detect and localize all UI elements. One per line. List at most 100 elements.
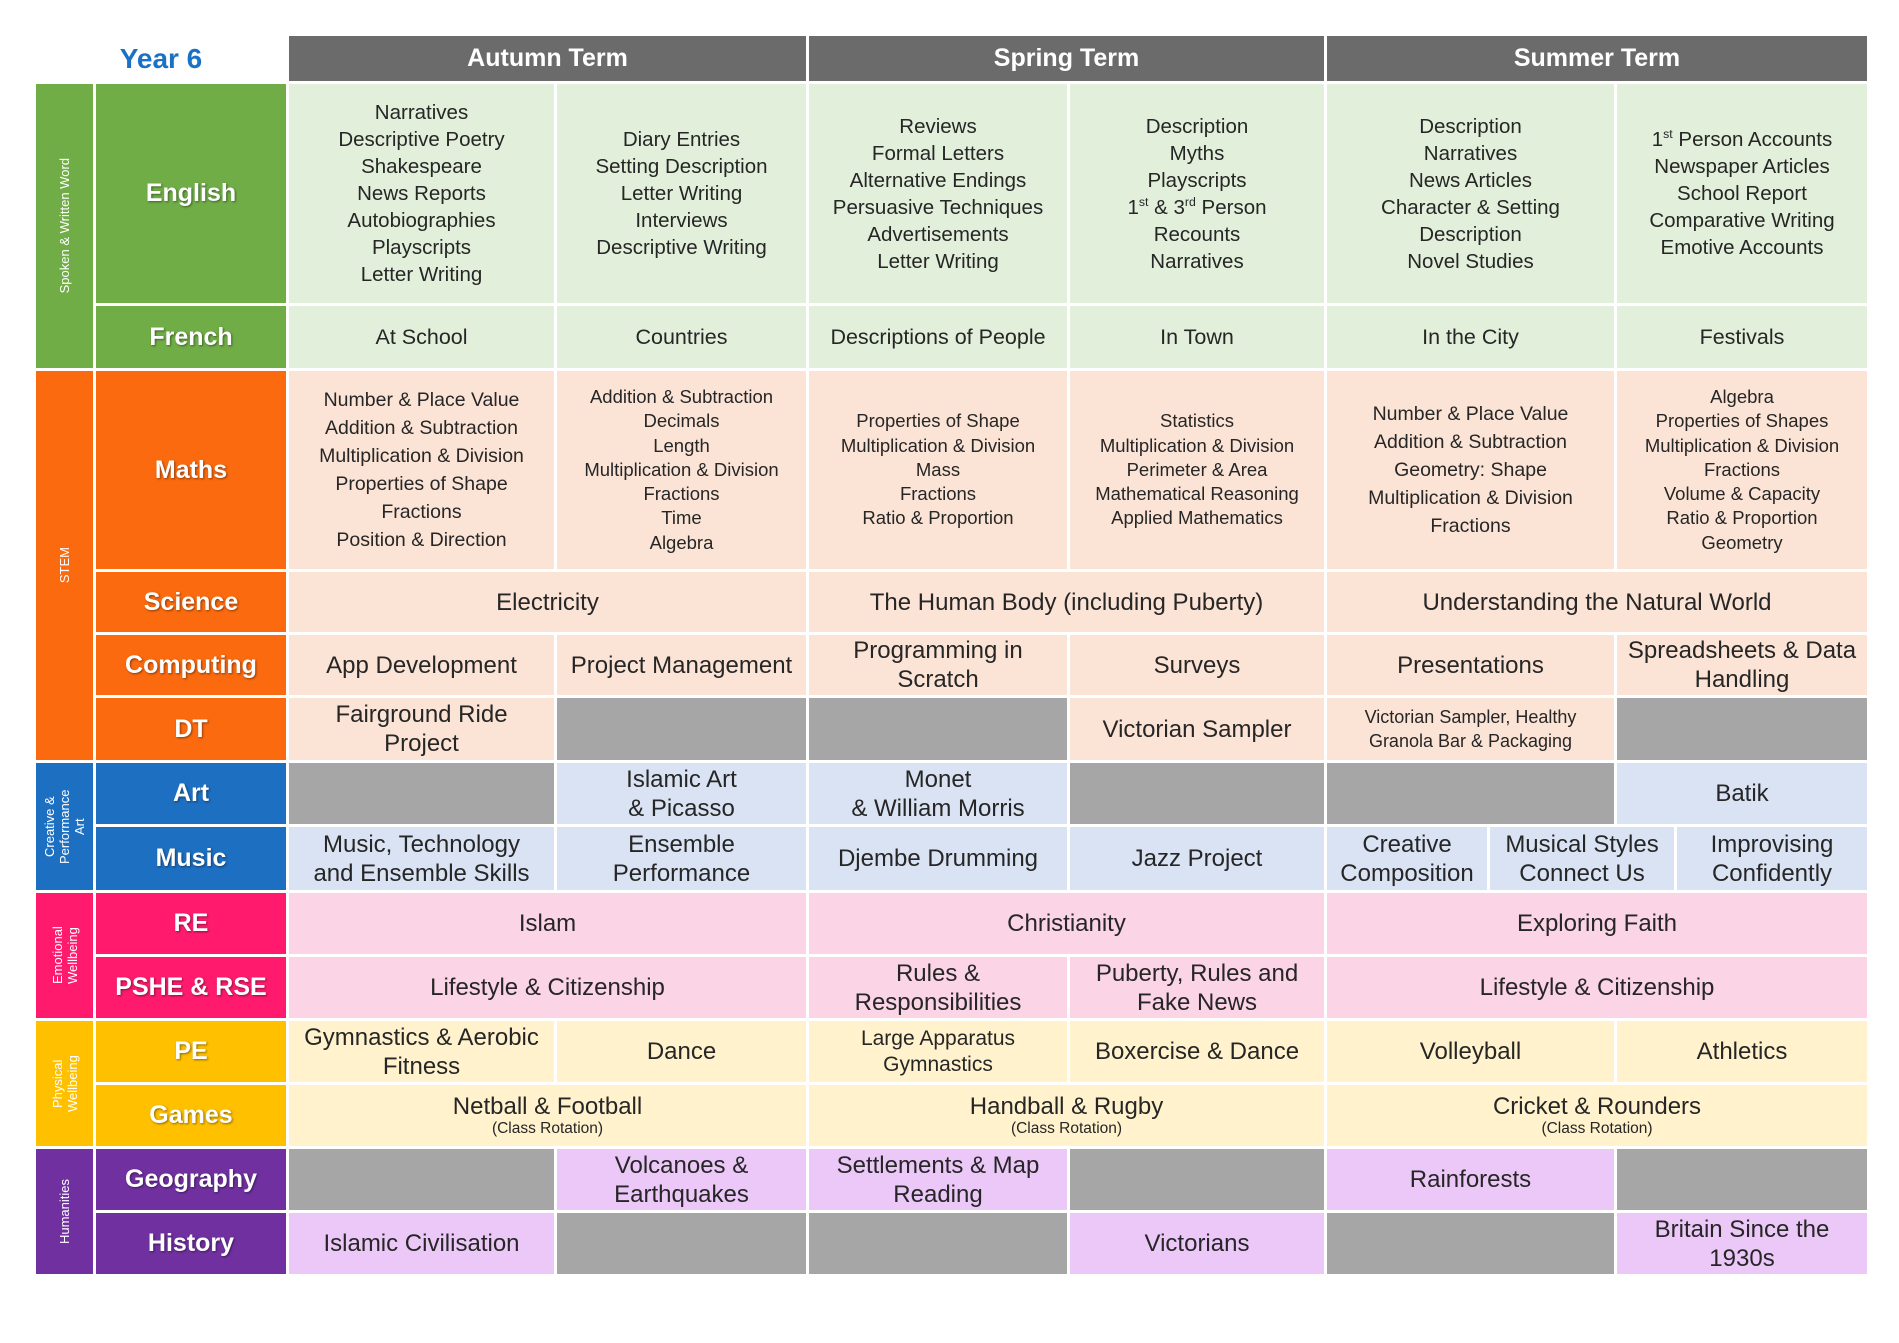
- topic-line: Fairground Ride: [335, 701, 508, 728]
- topic-line: News Reports: [357, 182, 486, 205]
- history-autumn-1: Islamic Civilisation: [289, 1213, 554, 1274]
- computing-summer-2: Spreadsheets & Data Handling: [1617, 635, 1867, 695]
- category-emotional-wellbeing: Emotional Wellbeing: [36, 893, 93, 1018]
- empty-cell: [1070, 1149, 1324, 1210]
- games-activity: Handball & Rugby: [969, 1093, 1164, 1120]
- topic-line: Spreadsheets & Data: [1627, 637, 1857, 664]
- pe-autumn-1: Gymnastics & Aerobic Fitness: [289, 1021, 554, 1082]
- topic-line: News Articles: [1408, 168, 1533, 192]
- topic-line: Puberty, Rules and: [1095, 959, 1299, 987]
- topic-text: Person: [1195, 195, 1267, 219]
- pe-spring-1: Large Apparatus Gymnastics: [809, 1021, 1067, 1082]
- topic-line: & Picasso: [628, 794, 735, 822]
- topic-line: Time: [661, 507, 702, 529]
- topic-line: Improvising: [1710, 830, 1834, 858]
- topic-line: Decimals: [643, 410, 720, 432]
- subject-geography: Geography: [96, 1149, 286, 1210]
- topic-line: Creative: [1362, 830, 1452, 858]
- topic-line: Perimeter & Area: [1126, 458, 1268, 480]
- empty-cell: [809, 698, 1067, 760]
- maths-summer-2: Algebra Properties of Shapes Multiplicatio…: [1617, 371, 1867, 569]
- topic-line: Ratio & Proportion: [1666, 507, 1818, 529]
- topic-line: Addition & Subtraction: [325, 417, 518, 439]
- pe-summer-2: Athletics: [1617, 1021, 1867, 1082]
- topic-line: Properties of Shape: [856, 410, 1020, 432]
- science-autumn: Electricity: [289, 572, 806, 632]
- music-summer-c: Improvising Confidently: [1677, 827, 1867, 890]
- topic-line: Granola Bar & Packaging: [1368, 731, 1573, 751]
- english-autumn-2: Diary Entries Setting Description Letter W…: [557, 84, 806, 303]
- category-spoken-written-word: Spoken & Written Word: [36, 84, 93, 368]
- pshe-autumn: Lifestyle & Citizenship: [289, 957, 806, 1018]
- topic-line: Settlements & Map: [836, 1151, 1040, 1179]
- topic-line: Newspaper Articles: [1654, 155, 1830, 178]
- topic-line: Fractions: [1430, 515, 1511, 537]
- topic-line: Ratio & Proportion: [862, 507, 1014, 529]
- dt-spring-2: Victorian Sampler: [1070, 698, 1324, 760]
- empty-cell: [557, 1213, 806, 1274]
- science-summer: Understanding the Natural World: [1327, 572, 1867, 632]
- topic-line: Multiplication & Division: [584, 458, 779, 480]
- topic-line: Position & Direction: [336, 529, 507, 551]
- history-spring-2: Victorians: [1070, 1213, 1324, 1274]
- topic-line: Programming in: [853, 637, 1023, 664]
- topic-line: Scratch: [897, 666, 979, 693]
- geography-autumn-2: Volcanoes & Earthquakes: [557, 1149, 806, 1210]
- topic-line: Formal Letters: [871, 141, 1005, 165]
- topic-line: Earthquakes: [614, 1180, 749, 1208]
- french-autumn-2: Countries: [557, 306, 806, 368]
- games-note: (Class Rotation): [1541, 1120, 1653, 1137]
- games-note: (Class Rotation): [491, 1120, 604, 1137]
- computing-spring-1: Programming in Scratch: [809, 635, 1067, 695]
- topic-line: Multiplication & Division: [840, 434, 1036, 456]
- maths-spring-1: Properties of Shape Multiplication & Divi…: [809, 371, 1067, 569]
- maths-summer-1: Number & Place Value Addition & Subtracti…: [1327, 371, 1614, 569]
- topic-line: Fractions: [1703, 458, 1781, 480]
- music-autumn-2: Ensemble Performance: [557, 827, 806, 890]
- topic-line: Responsibilities: [854, 988, 1022, 1016]
- ordinal-suffix: rd: [1184, 194, 1196, 209]
- topic-line: 1st Person Accounts: [1652, 126, 1833, 153]
- term-header-autumn: Autumn Term: [289, 36, 806, 81]
- subject-art: Art: [96, 763, 286, 824]
- topic-line: Setting Description: [595, 155, 768, 178]
- topic-line: Comparative Writing: [1649, 209, 1835, 232]
- subject-english: English: [96, 84, 286, 303]
- maths-autumn-2: Addition & Subtraction Decimals Length Mult…: [557, 371, 806, 569]
- subject-pe: PE: [96, 1021, 286, 1082]
- topic-line: Algebra: [649, 531, 714, 553]
- empty-cell: [1617, 698, 1867, 760]
- subject-french: French: [96, 306, 286, 368]
- french-spring-2: In Town: [1070, 306, 1324, 368]
- topic-line: Advertisements: [867, 222, 1009, 246]
- pshe-spring-1: Rules & Responsibilities: [809, 957, 1067, 1018]
- french-autumn-1: At School: [289, 306, 554, 368]
- topic-line: Length: [653, 434, 710, 456]
- geography-spring-1: Settlements & Map Reading: [809, 1149, 1067, 1210]
- topic-line: Multiplication & Division: [1099, 434, 1295, 456]
- category-stem: STEM: [36, 371, 93, 760]
- topic-line: Volcanoes &: [614, 1151, 749, 1179]
- topic-line: Alternative Endings: [849, 168, 1027, 192]
- history-summer-2: Britain Since the 1930s: [1617, 1213, 1867, 1274]
- topic-line: Description: [1419, 114, 1522, 138]
- re-summer: Exploring Faith: [1327, 893, 1867, 954]
- topic-line: 1930s: [1709, 1244, 1775, 1272]
- page-title: Year 6: [119, 42, 203, 74]
- music-summer-b: Musical Styles Connect Us: [1490, 827, 1674, 890]
- topic-line: Character & Setting: [1381, 195, 1560, 219]
- topic-line: Connect Us: [1519, 859, 1645, 887]
- topic-text: 1: [1127, 195, 1139, 219]
- music-spring-2: Jazz Project: [1070, 827, 1324, 890]
- english-spring-1: Reviews Formal Letters Alternative Endings…: [809, 84, 1067, 303]
- topic-line: Britain Since the: [1654, 1215, 1830, 1243]
- ordinal-suffix: st: [1138, 194, 1149, 209]
- french-summer-1: In the City: [1327, 306, 1614, 368]
- topic-line: Persuasive Techniques: [832, 195, 1044, 219]
- topic-line: Ensemble: [628, 830, 735, 858]
- topic-line: Narratives: [1150, 249, 1244, 273]
- topic-line: Musical Styles: [1505, 830, 1659, 858]
- topic-line: School Report: [1677, 182, 1807, 205]
- music-summer-term: Creative Composition Musical Styles Connec…: [1327, 827, 1867, 890]
- topic-line: Applied Mathematics: [1111, 507, 1283, 529]
